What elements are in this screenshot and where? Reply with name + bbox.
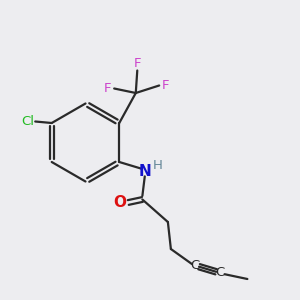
Text: F: F — [162, 79, 169, 92]
Text: F: F — [104, 82, 111, 95]
Text: H: H — [152, 159, 162, 172]
Text: N: N — [138, 164, 151, 178]
Text: O: O — [113, 195, 126, 210]
Text: F: F — [134, 57, 141, 70]
Text: C: C — [216, 266, 225, 280]
Text: Cl: Cl — [21, 115, 34, 128]
Text: C: C — [190, 259, 200, 272]
